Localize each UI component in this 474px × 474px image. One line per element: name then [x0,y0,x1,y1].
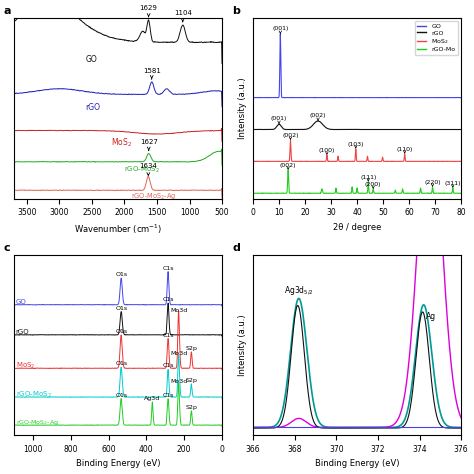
Text: S2p: S2p [185,405,197,410]
Text: GO: GO [85,55,97,64]
Text: Mo3d: Mo3d [170,380,188,384]
Text: (110): (110) [396,147,413,153]
Text: (111): (111) [360,174,376,181]
X-axis label: Binding Energy (eV): Binding Energy (eV) [315,459,399,468]
Text: rGO: rGO [85,103,100,112]
Text: (002): (002) [282,133,299,139]
Text: Mo3d: Mo3d [170,308,188,313]
Text: (100): (100) [319,148,335,155]
Text: 1627: 1627 [140,139,158,151]
Text: (001): (001) [271,116,287,124]
Text: O1s: O1s [115,306,127,310]
Text: C1s: C1s [163,265,174,271]
Text: c: c [3,243,10,253]
Text: GO: GO [16,299,27,305]
Text: S2p: S2p [185,378,197,383]
Text: rGO-MoS$_2$-Ag: rGO-MoS$_2$-Ag [16,419,59,428]
Text: C1s: C1s [163,393,174,398]
Text: (002): (002) [280,163,296,169]
Text: S2p: S2p [185,346,197,351]
Text: a: a [3,6,11,16]
Text: MoS$_2$: MoS$_2$ [16,361,35,371]
Text: b: b [232,6,240,16]
Text: d: d [232,243,240,253]
Text: O1s: O1s [115,329,127,334]
Text: Ag: Ag [426,312,436,321]
Text: C1s: C1s [163,364,174,368]
X-axis label: 2θ / degree: 2θ / degree [333,223,381,232]
Text: 1629: 1629 [140,5,157,17]
Y-axis label: Intensity (a.u.): Intensity (a.u.) [238,314,247,376]
Text: (001): (001) [272,26,289,34]
Text: 1104: 1104 [174,10,191,22]
X-axis label: Binding Energy (eV): Binding Energy (eV) [76,459,160,468]
X-axis label: Wavenumber (cm$^{-1}$): Wavenumber (cm$^{-1}$) [74,223,162,236]
Text: (220): (220) [424,180,441,186]
Text: 1634: 1634 [139,163,157,175]
Text: rGO-MoS$_2$: rGO-MoS$_2$ [125,165,160,175]
Text: rGO-MoS$_2$-Ag: rGO-MoS$_2$-Ag [131,191,176,202]
Text: (311): (311) [445,181,461,187]
Text: 469: 469 [0,473,1,474]
Text: (200): (200) [365,182,382,188]
Text: 471: 471 [0,473,1,474]
Text: C1s: C1s [163,333,174,337]
Text: rGO: rGO [16,329,29,335]
Text: Mo3d: Mo3d [170,351,188,356]
Text: (103): (103) [347,142,364,148]
Text: 469: 469 [0,473,1,474]
Text: 1581: 1581 [143,68,161,79]
Text: O1s: O1s [115,392,127,398]
Text: 3426: 3426 [0,473,1,474]
Text: O1s: O1s [115,361,127,366]
Text: O1s: O1s [115,272,127,277]
Text: MoS$_2$: MoS$_2$ [111,137,133,149]
Text: rGO-MoS$_2$: rGO-MoS$_2$ [16,389,52,400]
Text: C1s: C1s [163,297,174,302]
Text: (002): (002) [310,113,326,121]
Legend: GO, rGO, MoS$_2$, rGO-Mo: GO, rGO, MoS$_2$, rGO-Mo [414,21,458,55]
Y-axis label: Intensity (a.u.): Intensity (a.u.) [238,77,247,139]
Text: Ag3d: Ag3d [144,396,161,401]
Text: Ag3d$_{5/2}$: Ag3d$_{5/2}$ [284,284,314,297]
